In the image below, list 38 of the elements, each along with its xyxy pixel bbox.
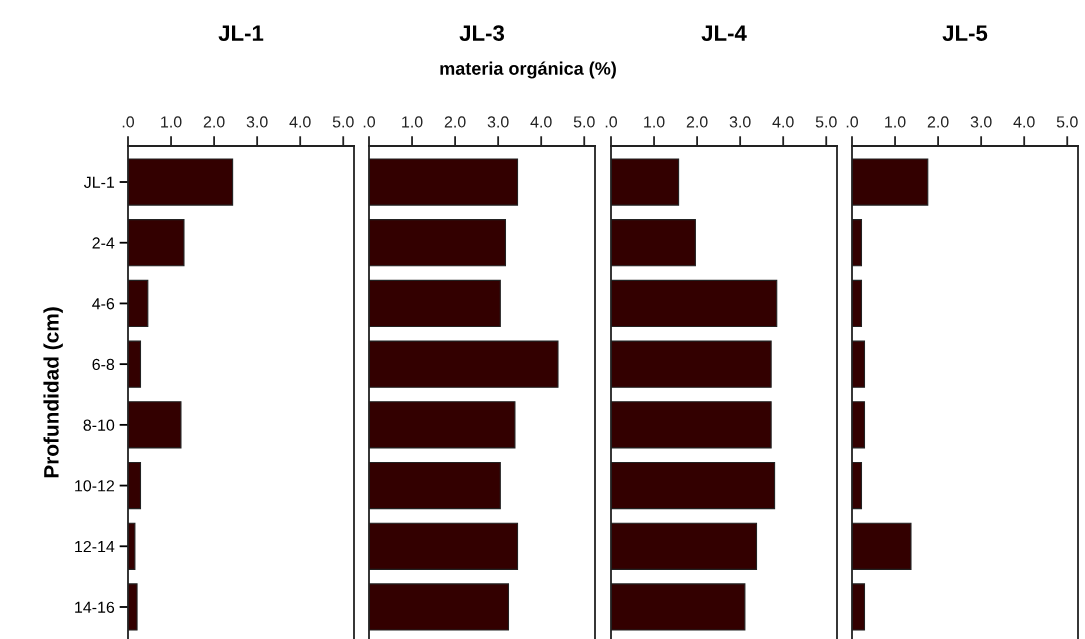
x-tick-label: .0 xyxy=(605,116,618,128)
chart-title: JL-3 xyxy=(459,25,505,41)
x-tick-label: .0 xyxy=(363,116,376,128)
x-tick-label: 3.0 xyxy=(246,116,268,128)
x-tick-label: 4.0 xyxy=(289,116,311,128)
y-tick-label: 8-10 xyxy=(83,419,115,431)
x-tick-label: 2.0 xyxy=(203,116,225,128)
x-tick-label: 4.0 xyxy=(530,116,552,128)
x-tick-label: 1.0 xyxy=(402,116,423,128)
x-tick-label: 4.0 xyxy=(772,116,794,128)
x-tick-label: 4.0 xyxy=(1013,116,1035,128)
x-tick-label: 3.0 xyxy=(970,116,992,128)
chart-title: JL-1 xyxy=(218,25,264,41)
x-tick-label: 2.0 xyxy=(927,116,949,128)
x-tick-label: 1.0 xyxy=(885,116,906,128)
x-tick-label: .0 xyxy=(122,116,135,128)
x-tick-label: 1.0 xyxy=(644,116,665,128)
y-axis-title: Profundidad (cm) xyxy=(43,307,63,478)
x-tick-label: 5.0 xyxy=(815,116,837,128)
x-tick-label: 3.0 xyxy=(487,116,509,128)
chart-title: JL-4 xyxy=(701,25,747,41)
x-axis-title: materia orgánica (%) xyxy=(440,61,616,79)
x-tick-label: 5.0 xyxy=(332,116,354,128)
y-tick-label: 14-16 xyxy=(75,601,115,613)
y-tick-label: 10-12 xyxy=(75,480,115,492)
x-tick-label: 5.0 xyxy=(1056,116,1078,128)
x-tick-label: 5.0 xyxy=(573,116,595,128)
y-tick-label: 6-8 xyxy=(92,358,115,371)
y-tick-label: JL-1 xyxy=(83,176,115,188)
y-tick-label: 4-6 xyxy=(92,298,115,310)
chart-title: JL-5 xyxy=(942,25,988,41)
y-tick-label: 12-14 xyxy=(75,540,115,553)
x-tick-label: 2.0 xyxy=(686,116,708,128)
y-tick-label: 2-4 xyxy=(92,237,115,249)
x-tick-label: .0 xyxy=(846,116,859,128)
x-tick-label: 1.0 xyxy=(161,116,182,128)
x-tick-label: 2.0 xyxy=(444,116,466,128)
x-tick-label: 3.0 xyxy=(729,116,751,128)
